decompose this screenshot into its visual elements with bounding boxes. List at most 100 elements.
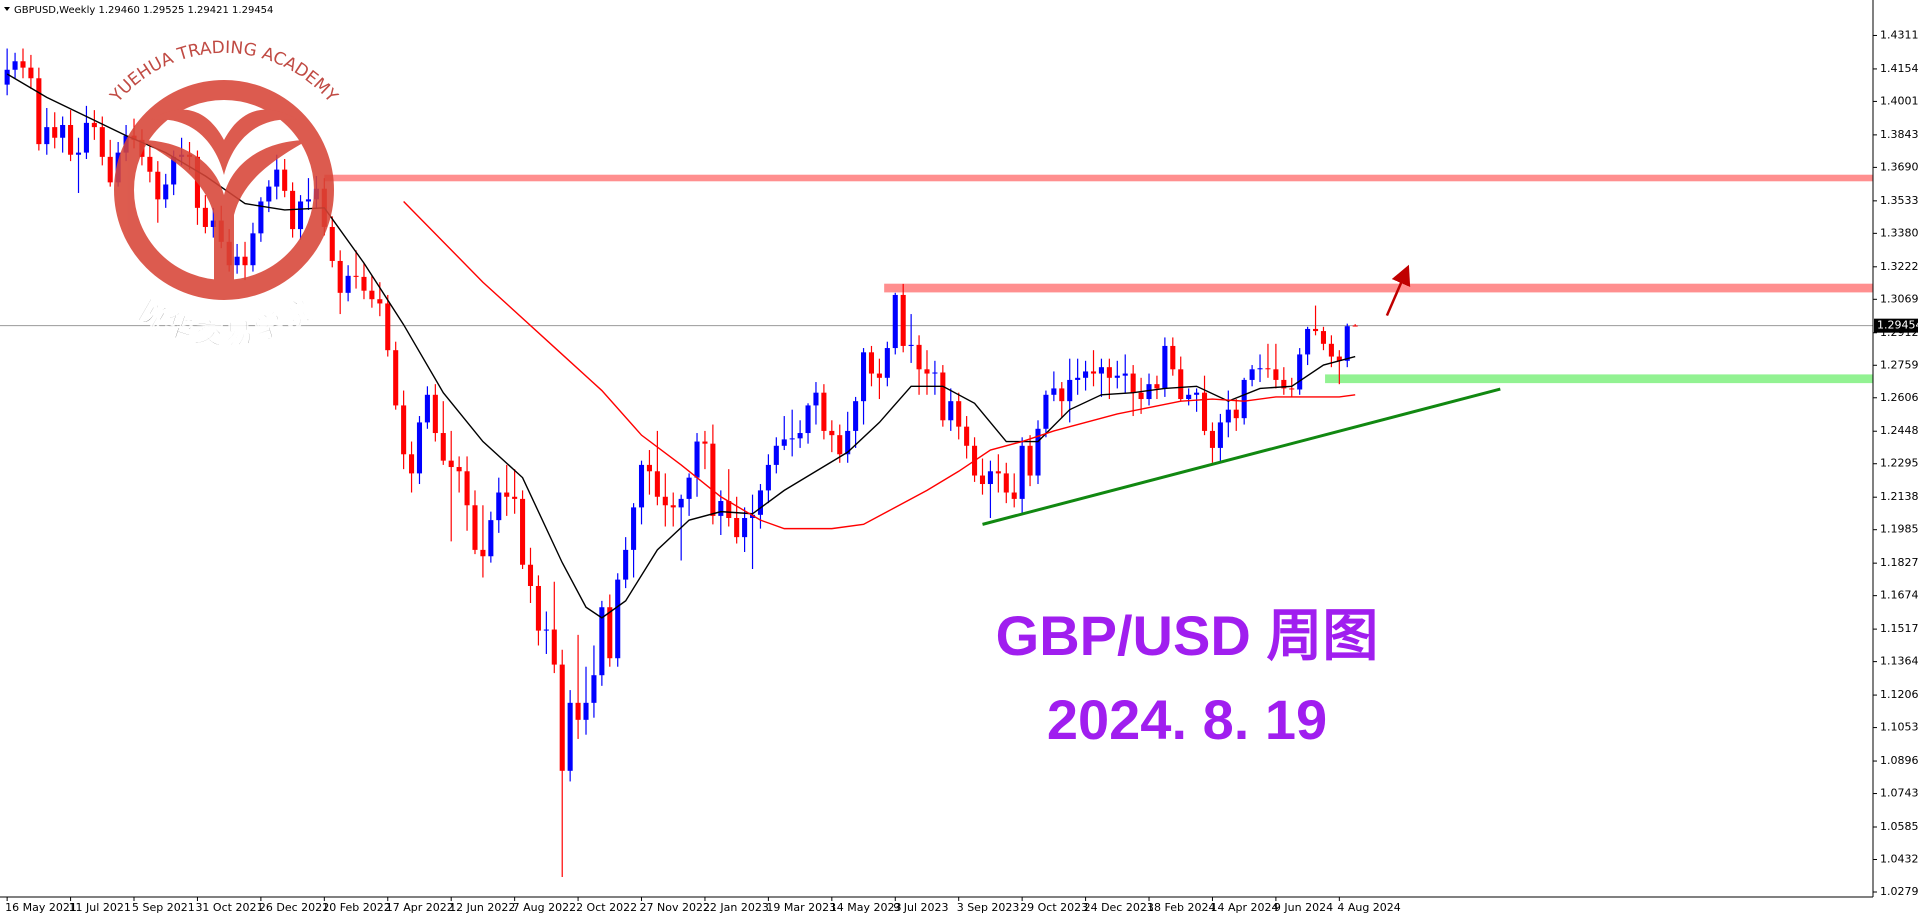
moving-average [6,73,1356,619]
candle-body [607,607,613,659]
candle-body [52,127,58,138]
x-tick-label: 9 Jun 2024 [1274,901,1333,914]
candle-body [416,422,423,474]
x-tick-label: 11 Jul 2021 [69,901,131,914]
candle-body [654,471,660,497]
candle-body [829,430,835,436]
candle-body [520,498,526,565]
candle-body [274,169,280,187]
candle-body [496,492,502,521]
y-tick-label: 1.4154 [1880,62,1918,75]
candle-body [813,392,819,406]
candle-body [385,303,391,351]
candle-body [638,464,645,508]
price-label: 1.29454 [1877,319,1918,332]
candle-body [440,433,446,461]
y-tick-label: 1.3533 [1880,194,1918,207]
candle-body [1289,388,1295,390]
x-tick-label: 31 Oct 2021 [195,901,263,914]
candle-body [202,207,208,227]
resistance-band [884,283,1873,293]
candle-body [20,61,26,68]
candle-body [845,430,851,455]
arrow [1385,264,1411,317]
x-tick-label: 14 May 2023 [830,901,902,914]
y-tick-label: 1.32225 [1880,260,1918,273]
x-tick-label: 22 Jan 2023 [703,901,769,914]
candle-body [337,260,343,293]
y-tick-label: 1.36905 [1880,160,1918,173]
candle-body [924,369,930,374]
y-tick-label: 1.26060 [1880,391,1918,404]
y-tick-label: 1.33800 [1880,226,1918,239]
candle-body [1336,356,1342,361]
candle-body [892,294,898,349]
y-tick-label: 1.07430 [1880,787,1918,800]
candle-body [1209,430,1215,448]
x-tick-label: 9 Jul 2023 [893,901,948,914]
candle-body [504,492,510,497]
candle-body [234,256,240,266]
candle-body [163,184,169,200]
candle-body [694,441,700,478]
candle-body [242,256,248,266]
candle-body [1281,379,1287,389]
candle-body [623,549,629,580]
x-tick-label: 20 Feb 2022 [322,901,390,914]
candle-body [1090,371,1097,374]
x-tick-label: 12 Jun 2022 [449,901,515,914]
candle-body [551,629,557,665]
candle-body [353,275,359,277]
candle-body [1194,392,1200,395]
logo-symbol [140,140,308,290]
candle-body [876,373,882,378]
candle-body [1075,377,1081,380]
candle-body [742,518,748,538]
y-tick-label: 1.27590 [1880,358,1918,371]
y-tick-label: 1.15170 [1880,622,1918,635]
candle-body [956,401,962,427]
candle-body [1352,325,1358,327]
x-tick-label: 17 Apr 2022 [386,901,454,914]
candle-body [1265,368,1271,370]
candle-body [68,125,74,155]
chart-subtitle: 2024. 8. 19 [1047,688,1327,751]
y-tick-label: 1.12065 [1880,688,1918,701]
candle-body [948,401,954,421]
y-tick-label: 1.05855 [1880,820,1918,833]
candle-body [480,549,486,557]
candle-body [527,564,534,586]
candle-body [1233,409,1239,419]
candle-body [940,372,946,421]
candle-body [773,445,779,465]
candle-body [670,505,676,508]
candle-body [1027,445,1033,476]
candle-body [853,401,859,431]
candle-body [488,520,494,557]
candle-body [749,514,756,519]
candle-body [1019,445,1025,499]
candle-body [297,201,304,230]
candle-body [1201,392,1208,431]
y-tick-label: 1.22955 [1880,457,1918,470]
candle-body [821,392,827,431]
candle-body [868,352,875,374]
y-tick-label: 1.08960 [1880,754,1918,767]
candle-body [377,299,383,304]
logo-leaf [150,109,298,175]
candle-body [361,276,367,291]
candle-body [781,439,787,446]
resistance-band [324,174,1873,182]
candle-body [99,127,105,157]
y-tick-label: 1.10535 [1880,721,1918,734]
candle-body [1257,368,1263,370]
candle-body [805,405,811,434]
candle-body [1225,409,1231,423]
x-tick-label: 2 Oct 2022 [576,901,637,914]
y-tick-label: 1.21380 [1880,490,1918,503]
price-label-box [1874,318,1918,333]
x-tick-label: 26 Dec 2021 [259,901,329,914]
candle-body [1186,394,1192,400]
candle-body [1106,367,1112,378]
support-band [1325,374,1873,384]
